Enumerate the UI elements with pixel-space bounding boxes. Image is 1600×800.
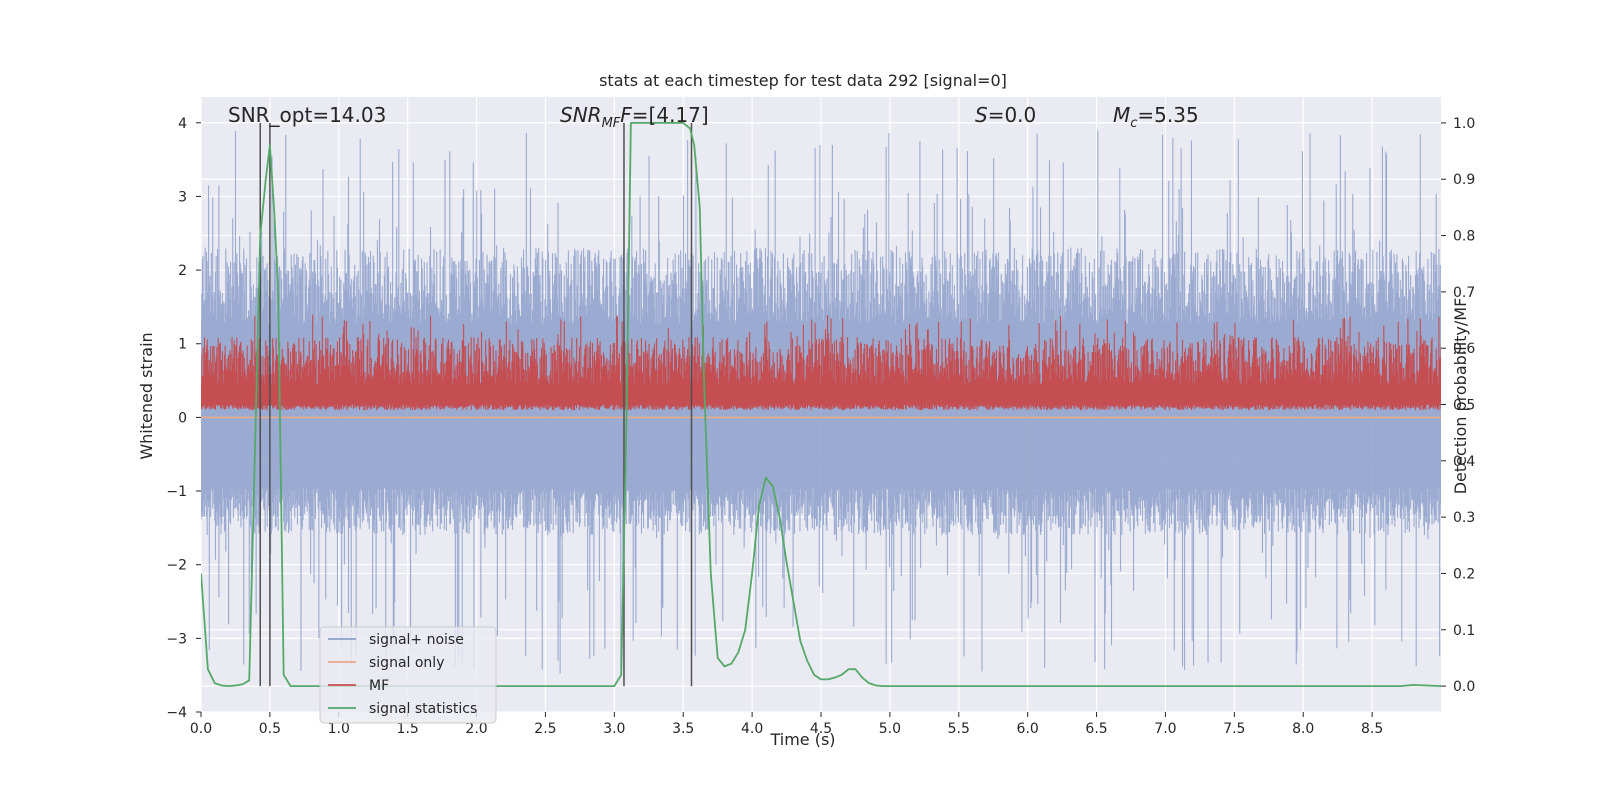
right-y-tick-label: 0.6 [1453,341,1475,357]
right-y-axis-label: Detection probability/MF [1451,298,1470,495]
x-axis-ticks: 0.0 0.5 1.0 1.5 2.0 2.5 3.0 3.5 4.0 4.5 5.0 5.5 6.0 6… [190,712,1383,737]
snr-mf-annotation: SNRMFF=[4.17] [560,103,709,131]
left-y-axis-label: Whitened strain [137,332,156,459]
legend-label-signal-statistics: signal statistics [369,701,477,717]
x-tick-label: 0.5 [259,721,281,737]
x-tick-label: 2.0 [465,721,487,737]
x-tick-label: 8.0 [1292,721,1314,737]
x-tick-label: 1.5 [397,721,419,737]
x-tick-label: 5.5 [948,721,970,737]
left-y-axis-ticks: 4 3 2 1 0 −1 −2 −3 −4 [166,116,201,721]
x-tick-label: 5.0 [879,721,901,737]
chart-title: stats at each timestep for test data 292… [599,71,1007,90]
left-y-tick-label: −3 [166,631,187,647]
left-y-tick-label: −4 [166,705,187,721]
right-y-tick-label: 0.9 [1453,172,1475,188]
signal-statistics-series [201,122,1441,687]
legend: signal+ noise signal only MF signal stat… [319,626,497,724]
snr-opt-annotation: SNR_opt=14.03 [228,103,386,127]
left-y-tick-label: 3 [178,189,187,205]
vertical-markers [259,122,693,687]
x-tick-label: 1.0 [328,721,350,737]
right-y-tick-label: 0.2 [1453,566,1475,582]
signal-statistics-line [201,122,1441,687]
snr-mf-value: =[4.17] [632,103,709,127]
legend-label-signal-only: signal only [369,655,444,671]
right-y-tick-label: 0.3 [1453,510,1475,526]
right-y-tick-label: 0.5 [1453,398,1475,414]
x-tick-label: 6.0 [1017,721,1039,737]
x-axis-label: Time (s) [769,730,835,749]
mf-line [201,314,1441,411]
right-y-tick-label: 0.0 [1453,679,1475,695]
right-y-tick-label: 1.0 [1453,116,1475,132]
right-y-tick-label: 0.8 [1453,229,1475,245]
x-tick-label: 3.0 [603,721,625,737]
snr-mf-main: SNR [560,103,602,127]
left-y-tick-label: 1 [178,337,187,353]
x-tick-label: 0.0 [190,721,212,737]
x-tick-label: 2.5 [534,721,556,737]
left-y-tick-label: −2 [166,558,187,574]
left-y-tick-label: 2 [178,263,187,279]
right-y-tick-label: 0.4 [1453,454,1475,470]
legend-label-signal-noise: signal+ noise [369,632,464,648]
x-tick-label: 7.5 [1223,721,1245,737]
x-tick-label: 4.0 [741,721,763,737]
mc-annotation: Mc=5.35 [1113,103,1199,131]
mf-series [201,314,1441,411]
x-tick-label: 7.0 [1154,721,1176,737]
x-tick-label: 3.5 [672,721,694,737]
left-y-tick-label: −1 [166,484,187,500]
s-annotation: S=0.0 [975,103,1036,127]
x-tick-label: 8.5 [1361,721,1383,737]
right-y-axis-ticks: 1.0 0.9 0.8 0.7 0.6 0.5 0.4 0.3 0.2 0.1 0.0 [1441,116,1475,695]
right-y-tick-label: 0.1 [1453,623,1475,639]
legend-box [319,626,497,724]
x-tick-label: 6.5 [1085,721,1107,737]
snr-mf-sub: MF [602,116,621,131]
left-y-tick-label: 4 [178,116,187,132]
right-y-tick-label: 0.7 [1453,285,1475,301]
x-tick-label: 4.5 [810,721,832,737]
left-y-tick-label: 0 [178,410,187,426]
legend-label-mf: MF [369,678,389,694]
